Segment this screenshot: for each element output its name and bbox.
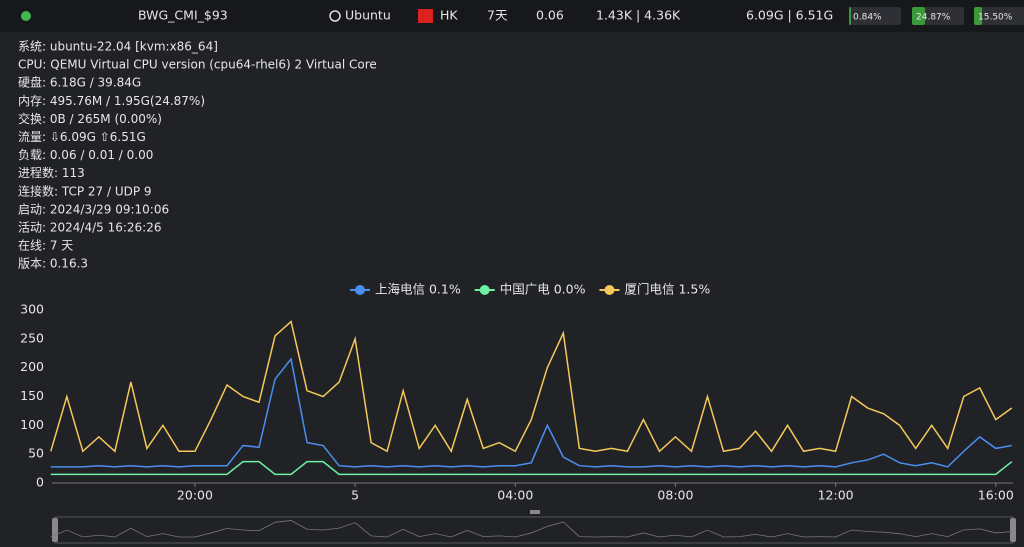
y-tick-label: 100 (20, 417, 44, 432)
info-line: 活动: 2024/4/5 16:26:26 (18, 221, 161, 235)
info-line: 连接数: TCP 27 / UDP 9 (18, 183, 152, 198)
legend-icon (355, 285, 365, 295)
series-line (50, 357, 1012, 468)
zoom-slider[interactable] (54, 516, 1014, 544)
slider-handle[interactable] (52, 518, 58, 542)
info-line: 负载: 0.06 / 0.01 / 0.00 (18, 148, 153, 162)
legend-label: 厦门电信 1.5% (624, 282, 710, 297)
x-tick-label: 16:00 (978, 488, 1014, 503)
header-traffic: 6.09G | 6.51G (746, 8, 833, 23)
legend-label: 中国广电 0.0% (500, 282, 586, 297)
usage-track (912, 7, 964, 25)
x-tick-label: 5 (351, 488, 359, 503)
usage-bar (849, 7, 851, 25)
info-line: 版本: 0.16.3 (18, 257, 88, 271)
info-line: 内存: 495.76M / 1.95G(24.87%) (18, 94, 205, 108)
y-tick-label: 200 (20, 359, 44, 374)
y-tick-label: 0 (36, 475, 44, 490)
series-line (50, 460, 1013, 476)
y-tick-label: 150 (20, 388, 44, 403)
y-tick-label: 250 (20, 330, 44, 345)
flag-icon (418, 9, 433, 23)
os-icon (329, 10, 341, 22)
info-line: 交换: 0B / 265M (0.00%) (18, 111, 162, 126)
info-line: 硬盘: 6.18G / 39.84G (18, 75, 141, 90)
usage-label: 15.50% (978, 13, 1013, 23)
slider-grip[interactable] (530, 510, 540, 514)
info-line: 系统: ubuntu-22.04 [kvm:x86_64] (18, 40, 218, 54)
usage-track (849, 7, 901, 25)
legend-icon (479, 285, 490, 295)
series-line (50, 320, 1013, 454)
header-name: BWG_CMI_$93 (138, 8, 228, 23)
y-tick-label: 300 (20, 302, 44, 317)
x-tick-label: 04:00 (497, 488, 533, 503)
usage-bar (974, 7, 983, 25)
header-region: HK (440, 8, 458, 23)
header-load: 0.06 (536, 8, 564, 23)
slider-handle[interactable] (1010, 518, 1016, 542)
x-tick-label: 20:00 (177, 488, 213, 503)
slider-preview (50, 520, 1012, 538)
usage-label: 24.87% (916, 13, 951, 23)
x-tick-label: 08:00 (657, 488, 693, 503)
legend-label: 上海电信 0.1% (375, 282, 461, 297)
header-connections: 1.43K | 4.36K (596, 8, 681, 23)
y-tick-label: 50 (28, 446, 44, 461)
info-line: 进程数: 113 (18, 165, 85, 180)
info-line: 流量: ⇩6.09G ⇧6.51G (18, 130, 146, 144)
info-line: CPU: QEMU Virtual CPU version (cpu64-rhe… (18, 58, 377, 72)
info-line: 启动: 2024/3/29 09:10:06 (18, 202, 169, 216)
status-dot (21, 11, 31, 21)
info-line: 在线: 7 天 (18, 239, 73, 253)
x-tick-label: 12:00 (818, 488, 854, 503)
header-uptime: 7天 (487, 8, 508, 23)
header-os: Ubuntu (345, 8, 391, 23)
usage-label: 0.84% (853, 13, 882, 23)
usage-bar (912, 7, 925, 25)
usage-track (974, 7, 1024, 25)
legend-icon (604, 285, 615, 295)
